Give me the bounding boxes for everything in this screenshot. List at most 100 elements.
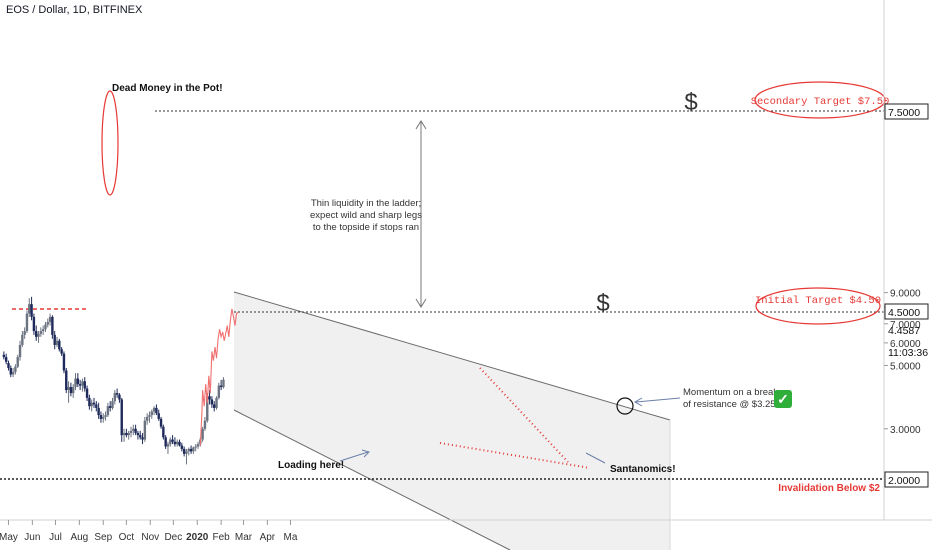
candle-body xyxy=(108,406,112,408)
candle-body xyxy=(173,441,177,445)
candle-body xyxy=(60,349,63,354)
thin-liquidity-line-1: Thin liquidity in the ladder; xyxy=(311,198,421,209)
candle-body xyxy=(51,316,54,335)
dollar-sign-icon-lower: $ xyxy=(596,290,609,317)
candle-body xyxy=(11,371,15,375)
loading-arrow-head xyxy=(361,449,370,458)
candle-body xyxy=(90,402,93,407)
thin-liquidity-line-2: expect wild and sharp legs xyxy=(310,210,422,221)
candle-body xyxy=(212,404,216,408)
x-tick-label: Aug xyxy=(70,532,88,543)
candle-body xyxy=(120,399,123,436)
x-tick-label: Sep xyxy=(94,532,112,543)
candle-body xyxy=(74,378,77,388)
x-tick-label: May xyxy=(0,532,18,543)
candle-body xyxy=(187,448,190,452)
candle-body xyxy=(164,437,167,447)
candle-body xyxy=(189,448,193,452)
current-price-label: 4.4587 xyxy=(888,325,920,337)
price-flag-initial xyxy=(884,303,929,320)
candle-body xyxy=(145,416,149,421)
secondary-target-ellipse xyxy=(754,81,886,119)
invalidation-label: Invalidation Below $2 xyxy=(778,483,880,494)
price-flag-invalidation-text: 2.0000 xyxy=(888,475,920,487)
candle-body xyxy=(32,316,36,332)
candle-body xyxy=(46,322,49,325)
candle-body xyxy=(23,331,26,335)
projection-line xyxy=(199,308,239,446)
candle-body xyxy=(141,437,144,440)
candle-body xyxy=(21,334,24,345)
candle-body xyxy=(37,333,40,337)
x-tick-label: Jun xyxy=(24,532,40,543)
momentum-line-2: of resistance @ $3.25 xyxy=(683,399,776,410)
candle-body xyxy=(169,439,172,445)
candle-body xyxy=(104,415,107,417)
candle-body xyxy=(71,387,75,394)
candle-body xyxy=(88,397,91,407)
x-tick-label: 2020 xyxy=(186,532,209,543)
candle-body xyxy=(122,432,126,436)
candle-body xyxy=(132,428,135,431)
candle-body xyxy=(143,420,147,440)
candle-body xyxy=(92,402,96,405)
candle-body xyxy=(25,313,29,332)
chart-title: EOS / Dollar, 1D, BITFINEX xyxy=(6,4,143,16)
candle-body xyxy=(9,367,12,375)
descending-channel xyxy=(234,292,670,550)
candle-body xyxy=(41,329,45,332)
candle-body xyxy=(222,379,225,388)
santanomics-arrow xyxy=(585,452,606,464)
candles xyxy=(2,296,225,465)
candle-body xyxy=(203,420,207,429)
secondary-target-label: Secondary Target $7.50 xyxy=(751,96,890,108)
breakout-circle xyxy=(616,397,634,415)
y-tick-label: 5.0000 xyxy=(890,361,921,372)
candle-body xyxy=(48,316,52,323)
momentum-arrow xyxy=(635,397,681,403)
candle-body xyxy=(208,396,211,400)
candle-body xyxy=(157,413,160,419)
candle-body xyxy=(215,397,218,408)
candle-body xyxy=(44,324,47,330)
candle-body xyxy=(136,432,140,436)
candle-body xyxy=(99,415,103,419)
channel-upper-line xyxy=(233,291,671,421)
candle-body xyxy=(113,393,117,402)
thin-liquidity-line-3: to the topside if stops ran xyxy=(313,222,419,233)
candle-body xyxy=(115,393,119,395)
candle-body xyxy=(150,411,153,416)
candle-body xyxy=(127,432,130,436)
channel-lower-line xyxy=(233,409,511,550)
y-tick-label: 9.0000 xyxy=(890,289,921,300)
candle-body xyxy=(139,435,142,438)
candle-body xyxy=(102,416,105,419)
y-tick-label: 3.0000 xyxy=(890,425,921,436)
candle-body xyxy=(166,444,170,447)
candle-body xyxy=(180,445,184,449)
candle-body xyxy=(16,357,19,367)
time-axis[interactable]: May Jun Jul Aug Sep Oct Nov Dec 2020 Feb Mar Apr Ma xyxy=(0,520,298,543)
check-icon-glyph: ✓ xyxy=(777,391,789,407)
x-tick-label: Feb xyxy=(213,532,231,543)
candle-body xyxy=(171,439,174,442)
candle-body xyxy=(4,357,8,362)
projection xyxy=(199,308,239,446)
price-flag-secondary xyxy=(884,103,929,120)
candle-body xyxy=(162,426,165,438)
candle-body xyxy=(30,304,33,317)
dollar-sign-icon-upper: $ xyxy=(684,89,697,116)
candle-body xyxy=(69,387,73,394)
candle-body xyxy=(155,407,158,414)
candle-body xyxy=(118,394,121,400)
y-tick-label: 7.0000 xyxy=(890,320,921,331)
candle-body xyxy=(106,406,110,416)
candle-body xyxy=(206,396,209,421)
dead-money-ellipse xyxy=(101,90,119,196)
candle-body xyxy=(28,304,31,314)
x-tick-label: Ma xyxy=(284,532,298,543)
candle-body xyxy=(67,387,70,391)
candle-body xyxy=(39,331,43,334)
loading-arrow xyxy=(339,451,369,462)
